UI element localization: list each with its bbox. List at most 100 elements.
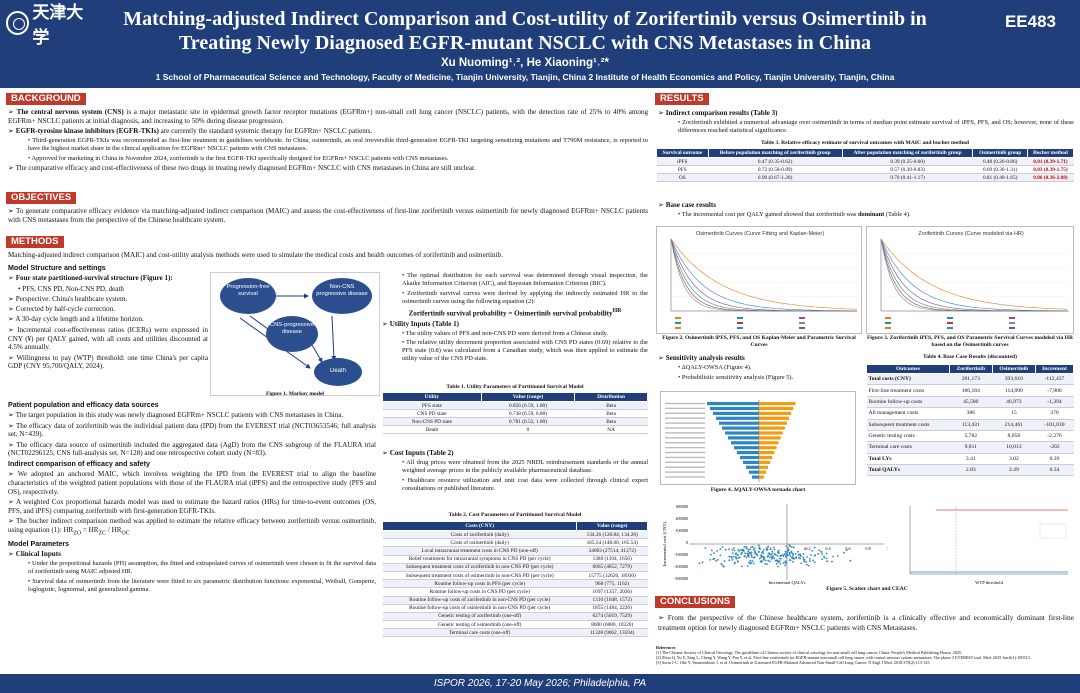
table-cell: 6274 (5019, 7529) — [576, 612, 648, 622]
table-row: Subsequent treatment costs 113,431 214,461… — [866, 419, 1074, 431]
table-row: Non-CNS PD state 0.781 (0.52, 1.00) Beta — [382, 417, 648, 426]
scatter-point — [836, 555, 839, 557]
table-cell: All management costs — [866, 407, 950, 420]
figure-5-scatter: 300000 200000 100000 0 -100000 -200000 -300000… — [662, 504, 888, 585]
tornado-param-label — [665, 412, 705, 414]
background-text: ➢ The central nervous system (CNS) is a … — [8, 108, 649, 173]
table-cell: 0.90 (0.67-1.20) — [708, 173, 843, 182]
tornado-bar-high — [759, 421, 787, 425]
model-settings: Model Structure and settings ➢ Four stat… — [8, 264, 209, 371]
tornado-bar-low — [728, 436, 759, 440]
table-header-cell: Increment — [1034, 364, 1075, 374]
tornado-bar-low — [737, 451, 759, 455]
table-cell: Costs of osimertinib (daily) — [382, 538, 577, 548]
scatter-point — [743, 549, 745, 552]
table-cell: Death — [382, 425, 482, 434]
x-tick-label: 0.8 — [865, 546, 870, 551]
survival-curve — [670, 238, 857, 312]
scatter-point — [764, 563, 767, 565]
table-cell: 0.70 (0.41-1.17) — [842, 173, 973, 182]
scatter-point — [791, 546, 793, 549]
table-cell: 114,090 — [992, 384, 1036, 397]
table-cell: 0.48 (0.26-0.86) — [972, 157, 1028, 166]
table-cell: Genetic testing of zorifertinib (one-off… — [382, 612, 577, 622]
tornado-bar-low — [719, 421, 759, 425]
state-death — [314, 358, 362, 386]
scatter-point — [785, 562, 788, 565]
state-cns-pd — [266, 316, 318, 352]
scatter-point — [744, 555, 746, 557]
table-cell: Beta — [574, 409, 648, 418]
scatter-point — [802, 556, 805, 559]
legend-swatch — [737, 322, 743, 324]
tornado-bar-high — [759, 470, 766, 474]
scatter-point — [722, 565, 725, 568]
scatter-point — [843, 551, 845, 554]
table-row: Local intracranial treatment costs in CN… — [382, 546, 648, 556]
scatter-point — [732, 547, 735, 550]
table-cell: 0.39 — [1035, 453, 1074, 466]
tornado-bar-high — [759, 451, 775, 455]
tornado-bar-high — [759, 465, 769, 469]
legend-swatch — [799, 327, 805, 329]
tornado-bar-low — [740, 455, 759, 460]
table-row: Total LYs 3.41 3.02 0.39 — [866, 453, 1074, 466]
scatter-point — [710, 549, 713, 552]
scatter-point — [763, 556, 766, 559]
scatter-point — [747, 549, 750, 551]
scatter-point — [753, 547, 756, 550]
table-cell: 0.81 (0.39-1.71) — [1027, 157, 1074, 166]
table-cell: -112,437 — [1035, 373, 1074, 386]
legend-swatch — [885, 327, 891, 329]
sensitivity: ➢ Sensitivity analysis results • ΔQALY-O… — [658, 354, 794, 381]
legend-swatch — [1009, 327, 1015, 329]
scatter-point — [809, 560, 811, 562]
results-heading: RESULTS — [655, 93, 709, 105]
scatter-point — [764, 559, 767, 562]
scatter-point — [789, 545, 791, 548]
scatter-point — [776, 559, 779, 562]
scatter-point — [807, 564, 810, 567]
y-tick-label: -300000 — [674, 576, 688, 581]
table-cell: 113,431 — [949, 419, 993, 431]
scatter-point — [742, 548, 744, 551]
figure-title: Osimertinib Curves (Curve Fitting and Ka… — [696, 231, 824, 237]
x-tick-label: -0.2 — [765, 546, 772, 551]
tornado-bar-low — [749, 470, 759, 474]
scatter-point — [751, 560, 754, 563]
table-3-caption: Table 3. Relative efficacy estimate of s… — [760, 140, 970, 146]
table-cell: 9,811 — [949, 441, 993, 454]
scatter-point — [797, 554, 800, 556]
scatter-point — [808, 558, 811, 560]
scatter-point — [747, 553, 750, 556]
table-cell: iPFS — [656, 157, 709, 166]
x-tick-label: 1 — [887, 546, 888, 551]
scatter-point — [786, 549, 789, 552]
markov-model-diagram: Progression-free survival Non-CNS progre… — [210, 272, 380, 396]
scatter-point — [734, 556, 737, 559]
table-cell: Routine follow-up costs of osimertinib i… — [382, 604, 577, 613]
x-tick-label: 0.4 — [825, 546, 831, 551]
table-1-utility: Utility Value (range) Distribution PFS stat… — [382, 392, 648, 434]
scatter-point — [826, 560, 829, 563]
scatter-point — [732, 555, 735, 558]
scatter-point — [752, 556, 755, 559]
tornado-bar-high — [759, 436, 781, 440]
scatter-point — [730, 555, 732, 558]
university-logo: 天津大学 — [6, 3, 98, 48]
figure-4-caption: Figure 4. ΔQALY-OWSA tornado chart — [710, 487, 806, 493]
table-header-cell: Value (range) — [576, 521, 648, 531]
scatter-point — [789, 559, 792, 562]
scatter-point — [765, 549, 768, 552]
tornado-bar-high — [759, 426, 785, 430]
table-cell: 0.34 — [1035, 464, 1074, 477]
tornado-bar-low — [710, 406, 759, 411]
state-pfs — [220, 278, 276, 314]
scatter-point — [757, 544, 760, 547]
conclusions-text: ➢ From the perspective of the Chinese he… — [658, 613, 1074, 632]
scatter-point — [733, 549, 736, 552]
tornado-bar-high — [759, 475, 764, 479]
table-cell: 0.781 (0.52, 1.00) — [481, 417, 575, 426]
table-row: Death 0 NA — [382, 425, 648, 434]
scatter-point — [813, 561, 816, 563]
